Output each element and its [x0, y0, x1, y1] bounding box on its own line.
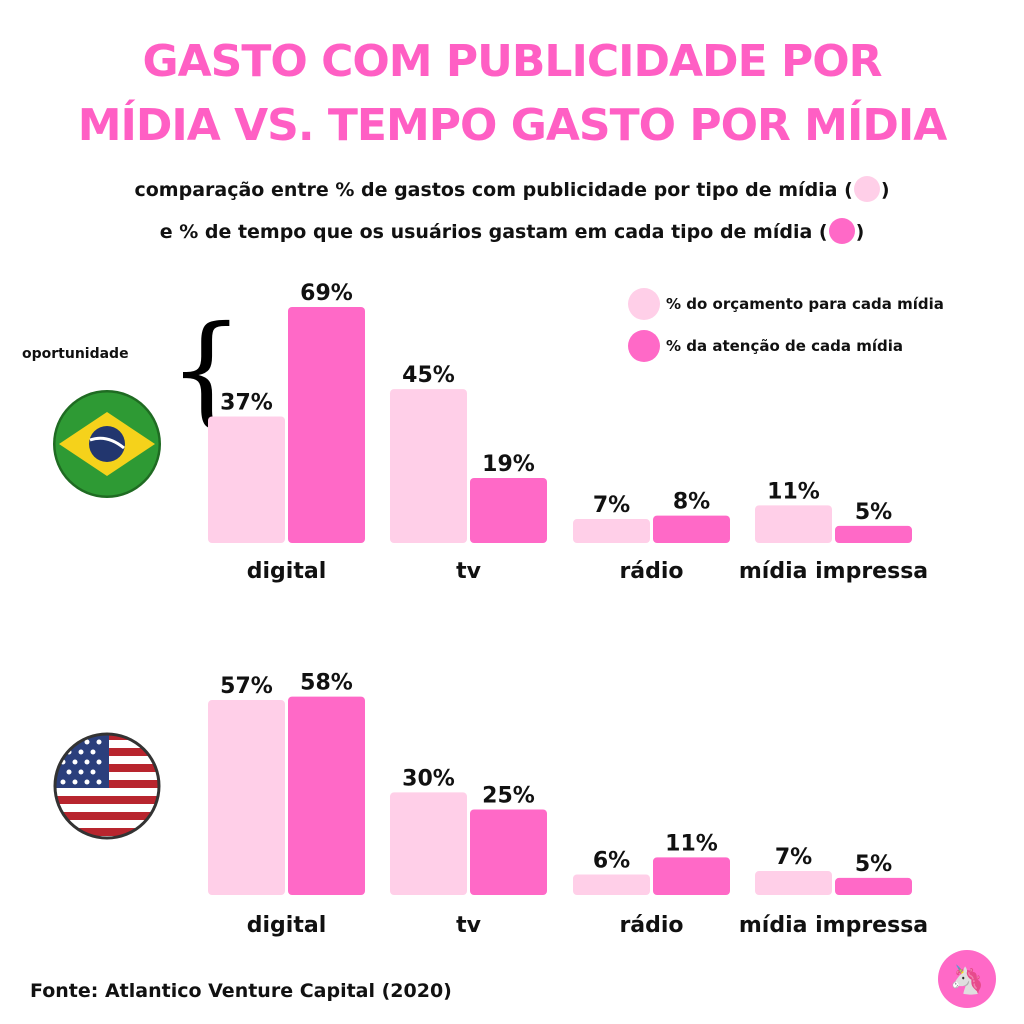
budget-dot-icon: [853, 176, 880, 202]
data-label-chart2-2-s0: 6%: [593, 848, 630, 873]
data-label-chart1-1-s0: 45%: [402, 363, 455, 388]
bar-chart2-1-s0: [390, 792, 467, 895]
data-label-chart2-0-s1: 58%: [300, 671, 353, 696]
category-label-chart2-1: tv: [456, 913, 482, 938]
title-line-1: GASTO COM PUBLICIDADE POR: [142, 36, 883, 87]
bar-chart2-3-s0: [755, 871, 832, 895]
source-caption: Fonte: Atlantico Venture Capital (2020): [30, 980, 452, 1002]
data-label-chart1-3-s0: 11%: [767, 479, 820, 504]
bar-chart1-1-s0: [390, 389, 467, 543]
bar-chart1-3-s0: [755, 505, 832, 543]
data-label-chart2-1-s0: 30%: [402, 766, 455, 791]
data-label-chart2-2-s1: 11%: [665, 831, 718, 856]
category-label-chart2-3: mídia impressa: [739, 913, 928, 938]
bar-chart1-0-s0: [208, 416, 285, 543]
category-label-chart1-0: digital: [247, 559, 326, 584]
data-label-chart1-0-s0: 37%: [220, 390, 273, 415]
data-label-chart1-2-s1: 8%: [673, 490, 710, 515]
subtitle-close-2: ): [855, 221, 865, 243]
data-label-chart2-3-s1: 5%: [855, 852, 892, 877]
legend-attention: % da atenção de cada mídia: [628, 330, 903, 362]
bar-chart1-1-s1: [470, 478, 547, 543]
category-label-chart1-2: rádio: [619, 559, 683, 584]
subtitle-text-1: comparação entre % de gastos com publici…: [134, 179, 853, 201]
usa-flag-icon: [53, 732, 161, 840]
subtitle-line-1: comparação entre % de gastos com publici…: [0, 176, 1024, 202]
data-label-chart2-3-s0: 7%: [775, 845, 812, 870]
legend-attention-label: % da atenção de cada mídia: [666, 337, 904, 355]
subtitle-text-2: e % de tempo que os usuários gastam em c…: [159, 221, 828, 243]
category-label-chart2-0: digital: [247, 913, 326, 938]
category-label-chart1-3: mídia impressa: [739, 559, 928, 584]
data-label-chart1-0-s1: 69%: [300, 281, 353, 306]
data-label-chart2-0-s0: 57%: [220, 674, 273, 699]
bar-chart1-2-s1: [653, 515, 730, 543]
data-label-chart1-2-s0: 7%: [593, 493, 630, 518]
bar-chart1-0-s1: [288, 307, 365, 543]
opportunity-annotation: oportunidade: [22, 346, 129, 362]
legend-budget-label: % do orçamento para cada mídia: [666, 295, 944, 313]
bar-chart2-1-s1: [470, 809, 547, 895]
data-label-chart1-3-s1: 5%: [855, 500, 892, 525]
bar-chart2-0-s1: [288, 696, 365, 895]
subtitle-close-1: ): [880, 179, 890, 201]
data-label-chart1-1-s1: 19%: [482, 452, 535, 477]
legend-budget: % do orçamento para cada mídia: [628, 288, 944, 320]
attention-dot-icon: [828, 218, 855, 244]
unicorn-logo-icon: 🦄: [938, 950, 996, 1008]
bar-chart1-3-s1: [835, 525, 912, 543]
bar-chart2-0-s0: [208, 700, 285, 895]
category-label-chart2-2: rádio: [619, 913, 683, 938]
legend-budget-swatch: [628, 288, 660, 320]
title-line-2: MÍDIA VS. TEMPO GASTO POR MÍDIA: [77, 100, 948, 151]
subtitle-line-2: e % de tempo que os usuários gastam em c…: [0, 218, 1024, 244]
data-label-chart2-1-s1: 25%: [482, 783, 535, 808]
brazil-flag-icon: [53, 390, 161, 498]
bar-chart2-3-s1: [835, 877, 912, 895]
bar-chart2-2-s1: [653, 857, 730, 895]
legend-attention-swatch: [628, 330, 660, 362]
bar-chart2-2-s0: [573, 874, 650, 895]
category-label-chart1-1: tv: [456, 559, 482, 584]
bar-chart1-2-s0: [573, 519, 650, 543]
